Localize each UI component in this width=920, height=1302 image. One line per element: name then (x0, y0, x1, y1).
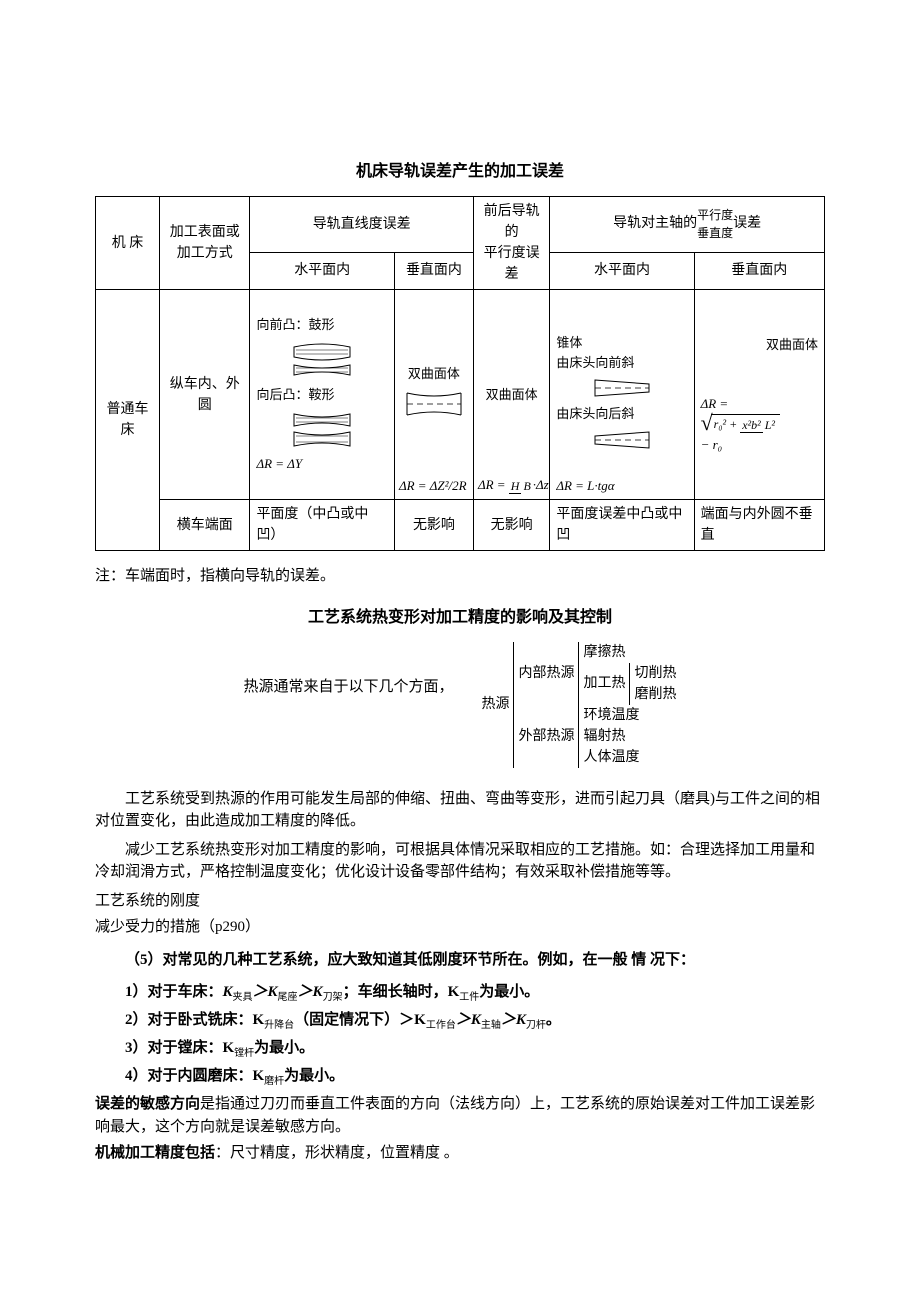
sensitivity-paragraph: 误差的敏感方向是指通过刀刃而垂直工件表面的方向（法线方向）上，工艺系统的原始误差… (95, 1093, 825, 1138)
c3-formula: ΔR = HB·Δz (478, 475, 545, 495)
list-item-3: 3）对于镗床：K镗杆为最小。 (125, 1037, 825, 1061)
th-frontback: 前后导轨的 平行度误差 (473, 197, 549, 290)
tree-root: 热源 (482, 694, 510, 715)
cone-back-icon (589, 428, 655, 452)
paragraph-2: 减少工艺系统热变形对加工精度的影响，可根据具体情况采取相应的工艺措施。如：合理选… (95, 839, 825, 884)
heat-section: 热源通常来自于以下几个方面， 热源 内部热源 摩擦热 加工热 切削热 磨削热 (95, 642, 825, 768)
measures-heading: 减少受力的措施（p290） (95, 916, 825, 939)
point-5: （5）对常见的几种工艺系统，应大致知道其低刚度环节所在。例如，在一般 情 况下： (95, 949, 825, 972)
cell-method2: 横车端面 (160, 500, 250, 551)
heat-title: 工艺系统热变形对加工精度的影响及其控制 (95, 606, 825, 630)
c2-top: 双曲面体 (401, 364, 467, 384)
th-vp2: 垂直面内 (694, 252, 824, 289)
cone-fwd-icon (589, 376, 655, 400)
cell-r2c2: 无影响 (394, 500, 473, 551)
acc-bold: 机械加工精度包括 (95, 1145, 215, 1161)
cell-r2c4: 平面度误差中凸或中凹 (550, 500, 694, 551)
cell-r2c3: 无影响 (473, 500, 549, 551)
c1-formula: ΔR = ΔY (256, 454, 388, 474)
table-row: 普通车床 纵车内、外圆 向前凸：鼓形 向后凸：鞍形 ΔR = ΔY 双曲面体 (96, 290, 825, 500)
paragraph-1: 工艺系统受到热源的作用可能发生局部的伸缩、扭曲、弯曲等变形，进而引起刀具（磨具)… (95, 788, 825, 833)
tree-outer: 外部热源 (519, 726, 575, 747)
c4-mid: 由床头向后斜 (556, 404, 687, 424)
c5-f1: ΔR = (701, 394, 818, 414)
th-surface: 加工表面或 加工方式 (160, 197, 250, 290)
hyperboloid-icon (401, 387, 467, 421)
c1-mid: 向后凸：鞍形 (256, 385, 388, 405)
table-note: 注：车端面时，指横向导轨的误差。 (95, 565, 825, 588)
tree-rad: 辐射热 (584, 726, 640, 747)
cell-r2c5: 端面与内外圆不垂直 (694, 500, 824, 551)
tree-grinding: 磨削热 (635, 684, 677, 705)
c5-f3: − r₀ (701, 435, 818, 455)
heat-left-text: 热源通常来自于以下几个方面， (243, 642, 453, 699)
tree-inner: 内部热源 (519, 663, 575, 684)
th-machine: 机 床 (96, 197, 160, 290)
drum-shape-icon (288, 339, 356, 381)
cell-c1: 向前凸：鼓形 向后凸：鞍形 ΔR = ΔY (250, 290, 395, 500)
c1-top: 向前凸：鼓形 (256, 315, 388, 335)
tree-body: 人体温度 (584, 747, 640, 768)
cell-c2: 双曲面体 ΔR = ΔZ²/2R (394, 290, 473, 500)
c5-f2: √ r₀² + x²b²L² (701, 414, 780, 434)
c2-formula: ΔR = ΔZ²/2R (399, 476, 469, 496)
c5-top: 双曲面体 (701, 335, 818, 355)
saddle-shape-icon (288, 408, 356, 450)
cell-r2c1: 平面度（中凸或中凹） (250, 500, 395, 551)
cell-c5: 双曲面体 ΔR = √ r₀² + x²b²L² − r₀ (694, 290, 824, 500)
th-hp2: 水平面内 (550, 252, 694, 289)
acc-text: ：尺寸精度，形状精度，位置精度 。 (215, 1145, 459, 1161)
cell-method1: 纵车内、外圆 (160, 290, 250, 500)
accuracy-paragraph: 机械加工精度包括：尺寸精度，形状精度，位置精度 。 (95, 1142, 825, 1165)
cell-c3: 双曲面体 ΔR = HB·Δz (473, 290, 549, 500)
list-item-4: 4）对于内圆磨床：K磨杆为最小。 (125, 1065, 825, 1089)
list-item-1: 1）对于车床：K夹具＞K尾座＞K刀架；车细长轴时，K工件为最小。 (125, 981, 825, 1005)
main-table: 机 床 加工表面或 加工方式 导轨直线度误差 前后导轨的 平行度误差 导轨对主轴… (95, 196, 825, 551)
c4-formula: ΔR = L·tgα (556, 476, 614, 496)
th-guideline: 导轨直线度误差 (250, 197, 474, 253)
tree-machining: 加工热 (584, 673, 626, 694)
cell-c4: 锥体 由床头向前斜 由床头向后斜 ΔR = L·tgα (550, 290, 694, 500)
tree-cutting: 切削热 (635, 663, 677, 684)
cell-machine: 普通车床 (96, 290, 160, 551)
tree-friction: 摩擦热 (584, 642, 677, 663)
table-row: 横车端面 平面度（中凸或中凹） 无影响 无影响 平面度误差中凸或中凹 端面与内外… (96, 500, 825, 551)
stiffness-heading: 工艺系统的刚度 (95, 890, 825, 913)
heat-tree: 热源 内部热源 摩擦热 加工热 切削热 磨削热 (482, 642, 677, 768)
tree-env: 环境温度 (584, 705, 640, 726)
table-header-row: 机 床 加工表面或 加工方式 导轨直线度误差 前后导轨的 平行度误差 导轨对主轴… (96, 197, 825, 253)
c4-top: 锥体 由床头向前斜 (556, 333, 687, 372)
th-axis: 导轨对主轴的平行度 垂直度误差 (550, 197, 825, 253)
sens-bold: 误差的敏感方向 (95, 1096, 200, 1112)
c3-top: 双曲面体 (480, 385, 543, 405)
th-hp1: 水平面内 (250, 252, 395, 289)
list-item-2: 2）对于卧式铣床：K升降台（固定情况下）＞K工作台＞K主轴＞K刀杆。 (125, 1009, 825, 1033)
table-title: 机床导轨误差产生的加工误差 (95, 160, 825, 184)
sens-text: 是指通过刀刃而垂直工件表面的方向（法线方向）上，工艺系统的原始误差对工件加工误差… (95, 1096, 815, 1135)
th-vp1: 垂直面内 (394, 252, 473, 289)
